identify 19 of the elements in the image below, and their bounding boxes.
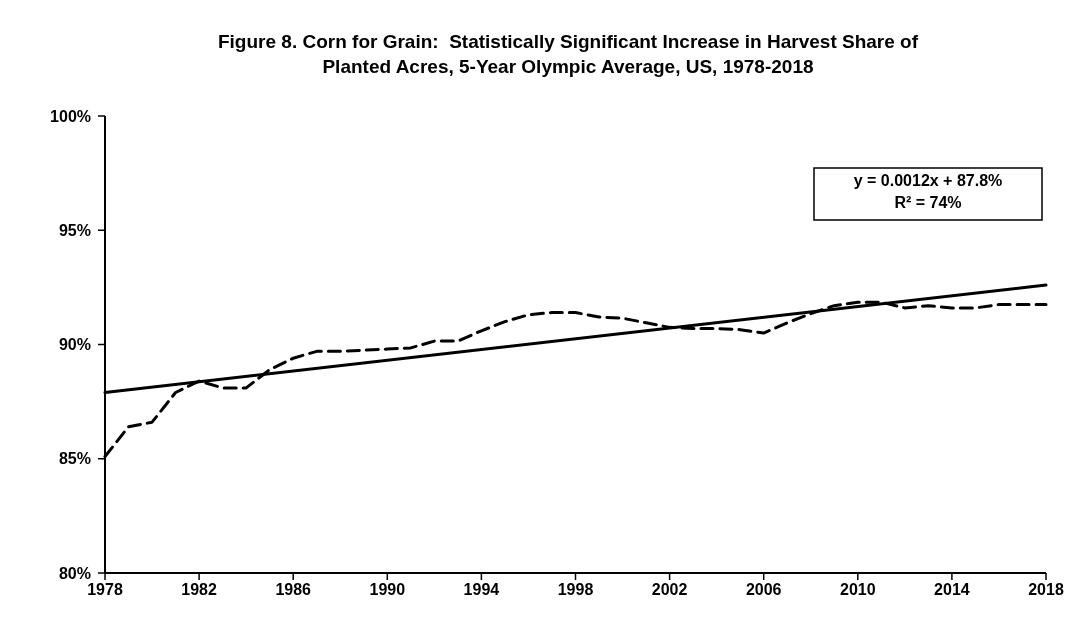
x-tick-label: 1978 <box>87 581 123 598</box>
x-tick-label: 1982 <box>181 581 217 598</box>
x-tick-label: 2018 <box>1028 581 1064 598</box>
x-tick-label: 2010 <box>840 581 876 598</box>
x-tick-label: 1986 <box>275 581 312 598</box>
annotation: y = 0.0012x + 87.8% <box>853 172 1003 189</box>
x-tick-label: 1990 <box>369 581 406 598</box>
y-tick-label: 90% <box>58 336 91 354</box>
x-tick-label: 2002 <box>651 581 688 598</box>
y-tick-label: 100% <box>50 107 91 125</box>
annotation: R² = 74% <box>894 194 962 211</box>
y-tick-label: 95% <box>58 221 91 239</box>
x-tick-label: 2014 <box>934 581 970 598</box>
y-tick-label: 80% <box>58 564 91 582</box>
x-tick-label: 1998 <box>557 581 594 598</box>
x-tick-label: 1994 <box>463 581 500 598</box>
y-tick-label: 85% <box>58 450 91 468</box>
chart-title: Figure 8. Corn for Grain: Statistically Significant Increase in Harvest Share of Planted Acres, 5-Year Olympic Average, US, 1978-2018 <box>217 31 919 77</box>
x-tick-label: 2006 <box>745 581 782 598</box>
